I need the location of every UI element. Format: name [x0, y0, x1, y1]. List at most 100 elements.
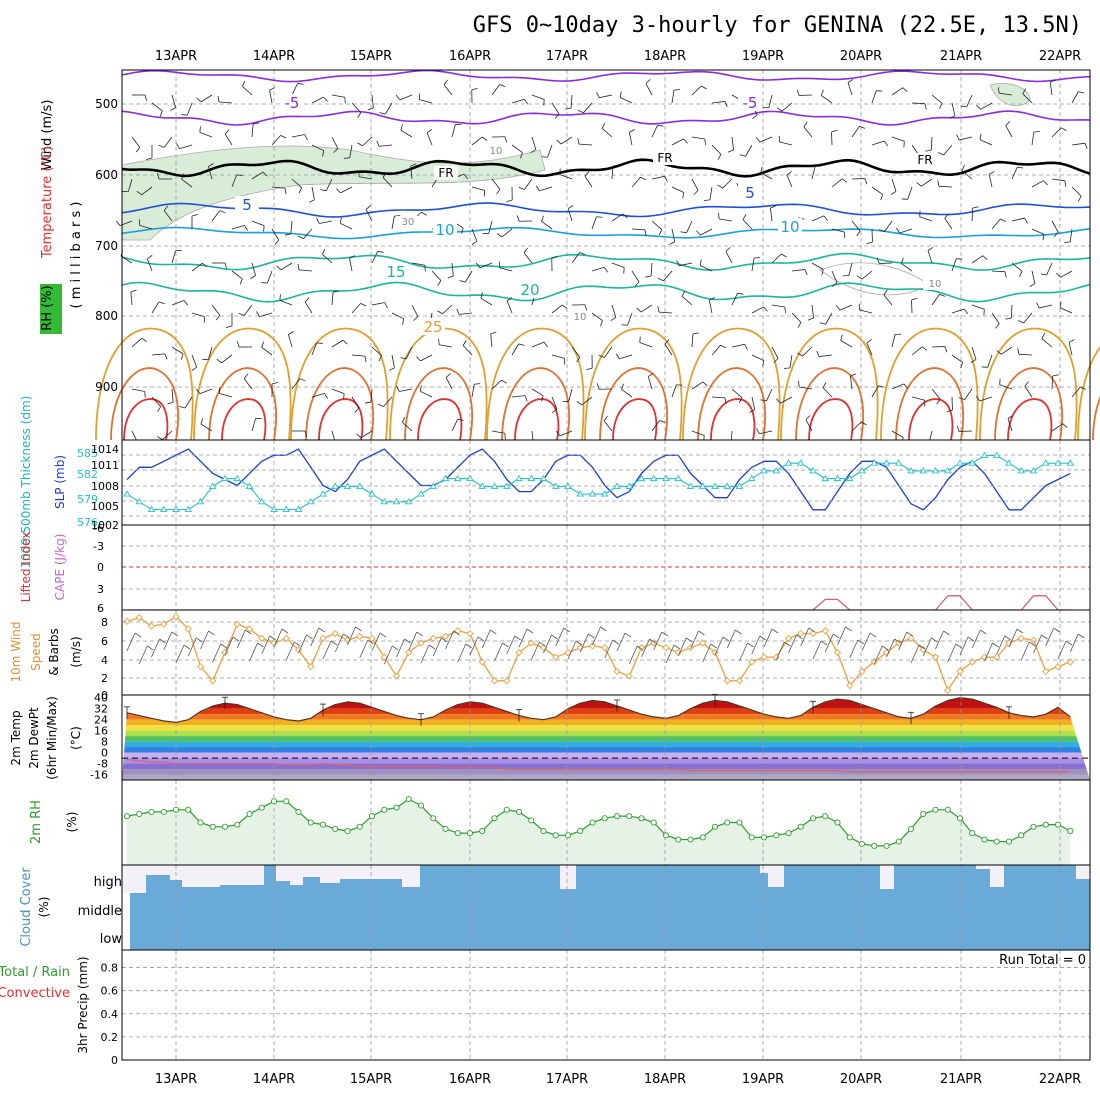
wind-barb: [798, 380, 800, 388]
isotherm-line: [121, 281, 1091, 303]
wind10-line-point: [760, 653, 768, 661]
wind-barb: [482, 136, 488, 141]
wind-barb: [601, 122, 606, 129]
wind-barb: [1043, 180, 1048, 186]
wind-barb: [530, 149, 537, 153]
wind-barb: [900, 257, 904, 264]
surface-wind-barb: [918, 644, 926, 650]
y-tick-label: 0: [101, 747, 108, 760]
surface-wind-barb: [392, 645, 399, 651]
wind-barb: [871, 385, 879, 398]
wind-barb: [657, 306, 660, 313]
temp-line: [126, 697, 1071, 724]
wind-barb: [988, 171, 995, 175]
rh-ylabel-unit: (%): [65, 812, 79, 833]
precip-ylabel-3: 3hr Precip (mm): [76, 956, 90, 1053]
wind-barb: [819, 322, 826, 325]
wind-barb: [1084, 143, 1088, 149]
date-label: 16APR: [449, 1072, 491, 1087]
wind-barb: [311, 342, 318, 356]
wind-barb: [819, 354, 833, 357]
contour-label-bg: [568, 311, 592, 323]
wind-barb: [164, 353, 168, 360]
wind-barb: [445, 373, 451, 378]
wind-barb: [382, 177, 393, 188]
wind-barb: [171, 94, 176, 108]
wind-barb: [629, 129, 635, 133]
wind-barb: [488, 220, 493, 234]
wind-barb: [718, 212, 720, 220]
wind-barb: [266, 270, 273, 284]
wind-barb: [816, 350, 820, 357]
wind-barb: [671, 90, 675, 104]
wind-barb: [770, 208, 773, 222]
wind-barb: [751, 258, 755, 272]
wind-barb: [720, 344, 727, 349]
surface-wind-barb: [134, 632, 142, 638]
wind-barb: [199, 126, 201, 133]
surface-wind-barb: [147, 645, 154, 651]
wind-barb: [280, 262, 293, 271]
wind-barb: [840, 340, 853, 348]
wind-barb: [979, 133, 982, 140]
wind-barb: [791, 312, 802, 323]
wind-barb: [354, 407, 360, 413]
wind-barb: [559, 174, 573, 180]
wind10-line-point: [662, 644, 670, 652]
wind-barb: [956, 134, 960, 141]
wind-barb: [657, 277, 664, 282]
wind-barb: [241, 80, 246, 87]
wind-barb: [251, 124, 254, 138]
wind-barb: [1022, 88, 1027, 95]
thickness-point: [907, 467, 915, 474]
date-label: 22APR: [1039, 1072, 1081, 1087]
wind-barb: [437, 280, 442, 286]
wind-barb: [1033, 130, 1040, 133]
wind-barb: [753, 257, 761, 259]
rh-point: [1054, 821, 1062, 828]
contour-label: 5: [242, 196, 252, 214]
wind-barb: [163, 136, 173, 148]
wind-barb: [596, 383, 600, 390]
wind-barb: [400, 124, 403, 131]
wind-barb: [1051, 220, 1059, 233]
wind-barb: [571, 252, 580, 264]
surface-wind-barb: [494, 642, 503, 662]
rh-point: [136, 810, 143, 818]
y-tick-label: 0.6: [101, 985, 119, 998]
wind-barb: [343, 393, 345, 400]
wind-barb: [504, 136, 508, 143]
wind-barb: [288, 331, 294, 335]
wind10-line-point: [1029, 636, 1038, 644]
wind-barb: [471, 136, 483, 146]
wind-barb: [518, 343, 525, 346]
isotherm-line: [121, 252, 1091, 271]
wind-barb: [702, 381, 708, 387]
rh-point: [221, 823, 229, 830]
wind-barb: [861, 421, 867, 426]
wind-barb: [1064, 241, 1071, 244]
surface-wind-barb: [649, 638, 656, 644]
wind-barb: [768, 94, 773, 108]
wind-barb: [370, 388, 373, 402]
thickness-point: [1066, 459, 1075, 466]
thickness-point: [429, 482, 438, 489]
wind-barb: [803, 126, 813, 138]
wind10-line-point: [478, 658, 486, 666]
rh-point: [969, 830, 976, 837]
wind-barb: [551, 304, 563, 314]
wind-barb: [811, 166, 816, 180]
wind10-line-point: [956, 667, 964, 676]
rh-point: [760, 834, 768, 841]
surface-wind-barb: [163, 631, 173, 651]
wind-barb: [851, 220, 861, 232]
wind-barb: [304, 134, 308, 141]
contour-label-bg: [738, 184, 762, 201]
wind-barb: [664, 343, 673, 356]
wind-barb: [951, 258, 957, 272]
wind-barb: [891, 430, 904, 438]
wind-barb: [183, 300, 189, 306]
surface-wind-barb: [935, 630, 944, 650]
wind-barb: [531, 388, 544, 397]
wind-barb: [884, 140, 889, 147]
